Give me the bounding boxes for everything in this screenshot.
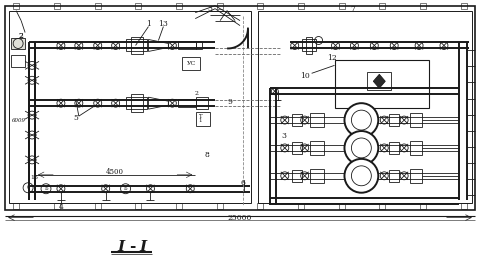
Bar [379, 3, 384, 9]
Bar [388, 114, 398, 126]
Bar [291, 114, 301, 126]
Bar [196, 112, 210, 126]
Bar [130, 37, 142, 54]
Bar [95, 3, 100, 9]
Bar [196, 41, 202, 49]
Bar [388, 142, 398, 154]
Text: 6009: 6009 [12, 118, 26, 123]
Bar [409, 113, 421, 127]
Bar [257, 11, 471, 203]
Bar [409, 169, 421, 183]
Bar [309, 169, 323, 183]
Bar [5, 6, 474, 210]
Bar [216, 203, 222, 209]
Bar [125, 40, 147, 51]
Bar [216, 3, 222, 9]
Text: -: - [129, 241, 135, 254]
Text: 8: 8 [204, 151, 209, 159]
Text: 2: 2 [19, 31, 24, 40]
Text: 25000: 25000 [228, 213, 252, 222]
Text: 4: 4 [59, 203, 63, 211]
Bar [388, 170, 398, 182]
Text: 2: 2 [19, 31, 24, 40]
Bar [298, 3, 303, 9]
Bar [9, 11, 251, 203]
Text: 7: 7 [349, 5, 354, 13]
Bar [13, 203, 19, 209]
Text: 4500: 4500 [106, 168, 123, 176]
Bar [176, 203, 181, 209]
Circle shape [344, 131, 377, 165]
Bar [338, 203, 344, 209]
Circle shape [344, 159, 377, 193]
Bar [305, 37, 311, 54]
Bar [125, 97, 147, 109]
Bar [367, 72, 390, 90]
Text: УС: УС [186, 61, 195, 66]
Bar [11, 55, 25, 67]
Bar [420, 203, 425, 209]
Text: Б: Б [123, 186, 127, 191]
Bar [13, 3, 19, 9]
Bar [54, 3, 60, 9]
Text: 3: 3 [207, 5, 212, 13]
Bar [135, 3, 141, 9]
Bar [130, 94, 142, 112]
Text: I: I [139, 241, 146, 254]
Text: I: I [117, 241, 124, 254]
Bar [301, 40, 315, 51]
Bar [334, 60, 428, 108]
Bar [420, 3, 425, 9]
Bar [460, 3, 466, 9]
Bar [176, 3, 181, 9]
Text: 9: 9 [227, 98, 232, 106]
Text: 10: 10 [299, 72, 309, 80]
Bar [196, 97, 208, 109]
Bar [54, 203, 60, 209]
Bar [95, 203, 100, 209]
Bar [291, 142, 301, 154]
Bar [298, 203, 303, 209]
Polygon shape [372, 74, 384, 88]
Bar [178, 99, 196, 107]
Bar [460, 203, 466, 209]
Text: 6: 6 [240, 179, 245, 187]
Text: T: T [198, 114, 202, 118]
Bar [11, 37, 25, 49]
Text: 13: 13 [158, 20, 168, 28]
Text: 0: 0 [26, 185, 30, 190]
Text: 15: 15 [30, 175, 38, 180]
Text: 1: 1 [146, 20, 151, 28]
Bar [309, 141, 323, 155]
Text: 1: 1 [198, 118, 202, 123]
Text: 5: 5 [73, 114, 78, 122]
Bar [309, 113, 323, 127]
Text: 12: 12 [326, 54, 336, 63]
Bar [135, 203, 141, 209]
Text: 3: 3 [281, 132, 286, 140]
Bar [409, 141, 421, 155]
Bar [379, 203, 384, 209]
Circle shape [344, 103, 377, 137]
Bar [257, 3, 263, 9]
Bar [182, 57, 200, 70]
Bar [178, 41, 196, 49]
Bar [291, 170, 301, 182]
Text: Б: Б [44, 186, 48, 191]
Text: 2: 2 [194, 91, 198, 96]
Bar [338, 3, 344, 9]
Bar [257, 203, 263, 209]
